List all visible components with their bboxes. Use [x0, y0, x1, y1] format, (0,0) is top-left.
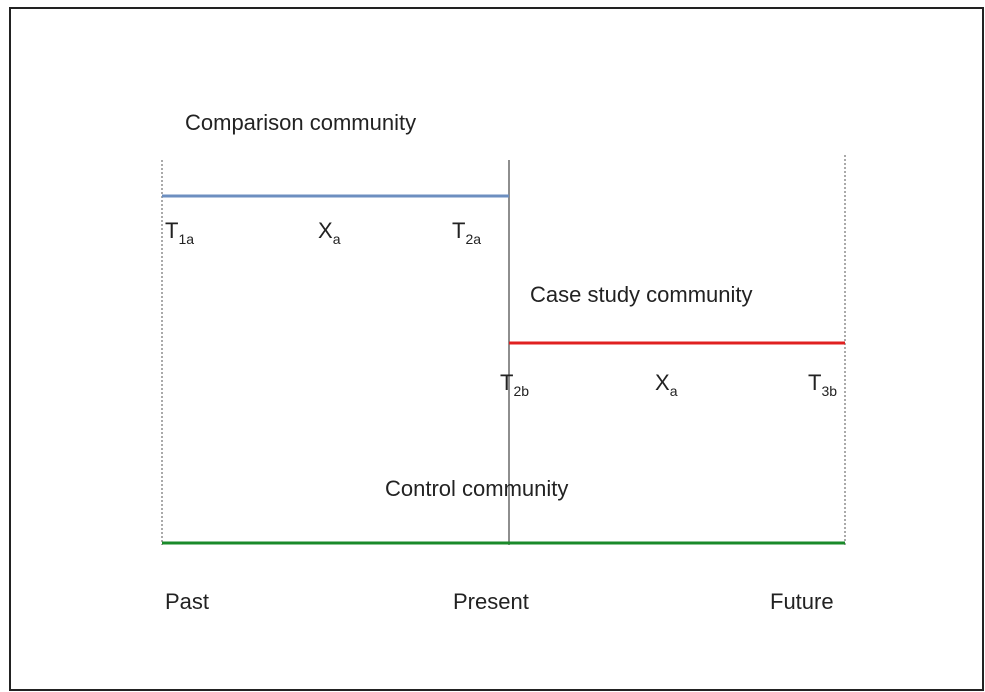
time-label: Xa — [318, 218, 341, 247]
time-label: T1a — [165, 218, 194, 247]
timeline-label: Future — [770, 589, 834, 614]
group-title: Comparison community — [185, 110, 416, 135]
time-label: T3b — [808, 370, 837, 399]
time-label: T2b — [500, 370, 529, 399]
frame — [9, 7, 984, 691]
group-title: Control community — [385, 476, 568, 501]
timeline-label: Present — [453, 589, 529, 614]
time-label: T2a — [452, 218, 481, 247]
group-title: Case study community — [530, 282, 753, 307]
time-label: Xa — [655, 370, 678, 399]
timeline-label: Past — [165, 589, 209, 614]
